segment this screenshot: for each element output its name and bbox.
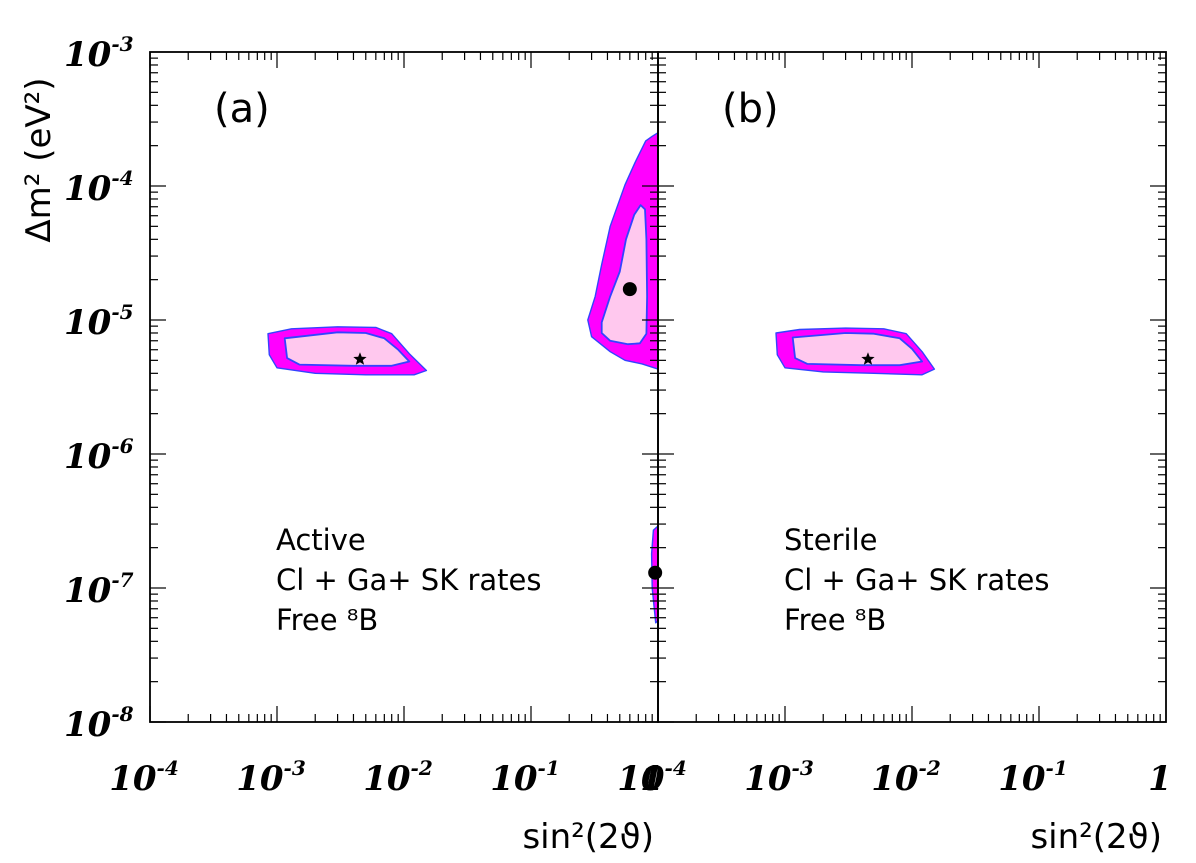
panel-a-annotation-line: Active	[276, 523, 366, 557]
panel-a-y-tick-label: 10-3	[64, 32, 134, 75]
panel-b-x-tick-label: 10-4	[617, 756, 687, 799]
panel-b-best-fit-star	[861, 352, 875, 365]
panel-a-y-tick-label: 10-6	[64, 434, 134, 477]
panel-b-x-tick-label: 1	[1148, 759, 1172, 799]
panel-a-y-tick-label: 10-7	[64, 568, 134, 611]
panel-b-x-tick-label: 10-3	[744, 756, 814, 799]
panel-b-annotation-line: Free ⁸B	[784, 603, 886, 637]
panel-a-ticks	[149, 52, 658, 723]
panel-a-frame	[149, 51, 659, 723]
panel-b-x-axis-label: sin²(2ϑ)	[1030, 817, 1162, 857]
panel-a-tag: (a)	[214, 86, 270, 132]
panel-a-y-tick-label: 10-5	[64, 300, 134, 343]
panel-b-frame	[657, 51, 1167, 723]
panel-a-x-tick-label: 1	[640, 759, 664, 799]
panel-a-y-axis-label: Δm² (eV²)	[19, 77, 59, 242]
panel-a-best-fit-dot	[622, 282, 637, 297]
panel-b-ticks	[657, 52, 1166, 723]
panel-a-y-tick-label: 10-4	[64, 166, 134, 209]
panel-a-y-tick-label: 10-8	[64, 702, 134, 745]
panel-a-annotation-line: Cl + Ga+ SK rates	[276, 563, 541, 597]
panel-b-tag: (b)	[722, 86, 779, 132]
panel-a-annotation-line: Free ⁸B	[276, 603, 378, 637]
panel-a-region-sma-inner	[283, 331, 411, 367]
panel-a-best-fit-dot	[648, 565, 663, 580]
panel-a-x-tick-label: 10-3	[236, 756, 306, 799]
panel-b-annotation-line: Sterile	[784, 523, 878, 557]
panel-a-x-tick-label: 10-2	[363, 756, 433, 799]
panel-b: 10-4 10-3 10-2 10-1 1 sin²(2ϑ) (b) Sterile Cl + …	[617, 51, 1172, 857]
panel-a-x-axis-label: sin²(2ϑ)	[522, 817, 654, 857]
panel-b-x-tick-label: 10-1	[998, 756, 1068, 799]
panel-b-region-sma-inner	[791, 332, 923, 367]
panel-a-x-tick-label: 10-4	[109, 756, 179, 799]
panel-a: 10-4 10-3 10-2 10-1 1 10-8 10-7 10-6 10-5 10-4 10-…	[19, 32, 664, 857]
panel-a-best-fit-star	[353, 352, 367, 365]
panel-a-x-tick-label: 10-1	[490, 756, 560, 799]
panel-a-region-lma-inner	[600, 204, 648, 346]
panel-b-annotation-line: Cl + Ga+ SK rates	[784, 563, 1049, 597]
panel-b-x-tick-label: 10-2	[871, 756, 941, 799]
